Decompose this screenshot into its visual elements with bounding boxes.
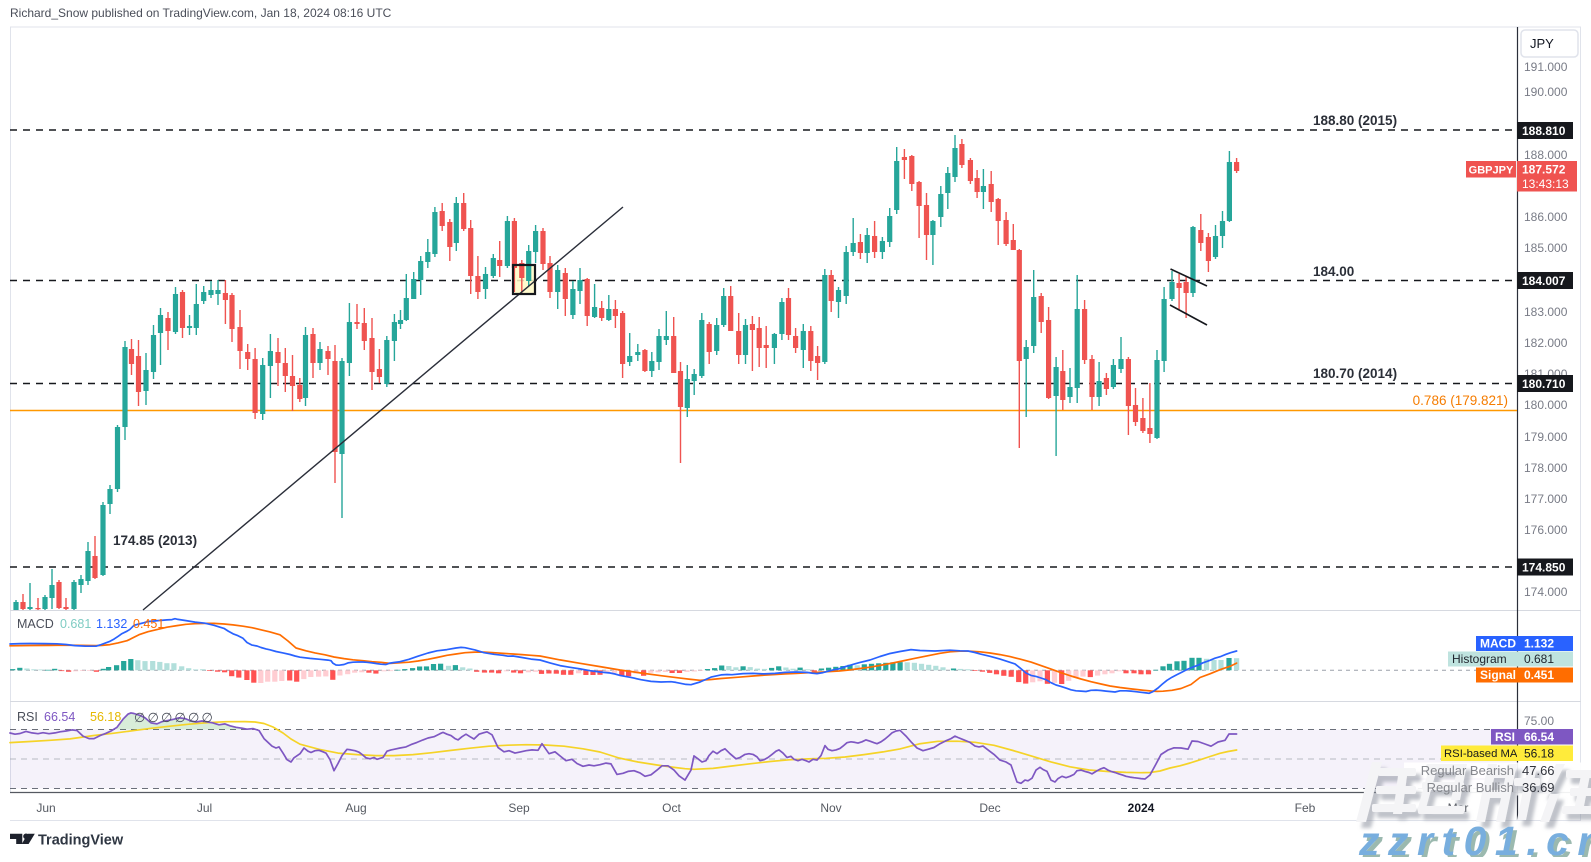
svg-text:177.000: 177.000 (1524, 492, 1568, 506)
svg-text:Richard_Snow published on Trad: Richard_Snow published on TradingView.co… (10, 6, 392, 20)
svg-text:188.000: 188.000 (1524, 148, 1568, 162)
svg-text:56.18: 56.18 (1524, 747, 1554, 761)
svg-text:13:43:13: 13:43:13 (1522, 177, 1569, 191)
svg-text:RSI: RSI (17, 710, 38, 724)
svg-text:Signal: Signal (1480, 668, 1516, 682)
svg-text:180.70 (2014): 180.70 (2014) (1313, 366, 1397, 381)
svg-text:1.132: 1.132 (1524, 637, 1554, 651)
svg-text:∅: ∅ (161, 710, 172, 725)
svg-text:MACD: MACD (17, 617, 54, 631)
svg-text:GBPJPY: GBPJPY (1469, 165, 1514, 177)
svg-text:∅: ∅ (134, 710, 145, 725)
svg-text:Feb: Feb (1295, 801, 1316, 815)
svg-text:∅: ∅ (188, 710, 199, 725)
svg-text:∅: ∅ (148, 710, 159, 725)
svg-text:Regular Bullish: Regular Bullish (1427, 780, 1514, 795)
svg-text:47.66: 47.66 (1522, 763, 1555, 778)
svg-text:0.451: 0.451 (133, 617, 164, 631)
svg-text:180.000: 180.000 (1524, 398, 1568, 412)
svg-text:190.000: 190.000 (1524, 85, 1568, 99)
svg-text:180.710: 180.710 (1522, 377, 1566, 391)
svg-text:Dec: Dec (979, 801, 1000, 815)
svg-text:36.69: 36.69 (1522, 780, 1555, 795)
svg-text:176.000: 176.000 (1524, 523, 1568, 537)
svg-text:∅: ∅ (202, 710, 213, 725)
svg-text:∅: ∅ (175, 710, 186, 725)
svg-text:186.000: 186.000 (1524, 210, 1568, 224)
svg-text:188.810: 188.810 (1522, 124, 1566, 138)
svg-text:RSI-based MA: RSI-based MA (1444, 748, 1518, 760)
svg-text:179.000: 179.000 (1524, 430, 1568, 444)
svg-text:174.000: 174.000 (1524, 585, 1568, 599)
svg-text:187.572: 187.572 (1522, 163, 1566, 177)
svg-text:zzrt01.cn: zzrt01.cn (1358, 818, 1591, 857)
svg-text:184.007: 184.007 (1522, 274, 1566, 288)
svg-text:Sep: Sep (508, 801, 530, 815)
svg-text:174.85 (2013): 174.85 (2013) (113, 533, 197, 548)
svg-text:66.54: 66.54 (1524, 730, 1554, 744)
svg-text:174.850: 174.850 (1522, 561, 1566, 575)
svg-text:183.000: 183.000 (1524, 305, 1568, 319)
svg-text:RSI: RSI (1495, 730, 1515, 744)
svg-text:1.132: 1.132 (96, 617, 127, 631)
svg-text:178.000: 178.000 (1524, 461, 1568, 475)
svg-text:182.000: 182.000 (1524, 336, 1568, 350)
svg-text:75.00: 75.00 (1524, 714, 1554, 728)
svg-text:66.54: 66.54 (44, 710, 75, 724)
svg-text:0.786 (179.821): 0.786 (179.821) (1413, 393, 1508, 408)
svg-text:Jul: Jul (197, 801, 212, 815)
svg-text:0.681: 0.681 (1524, 652, 1554, 666)
svg-text:0.681: 0.681 (60, 617, 91, 631)
svg-text:0.451: 0.451 (1524, 668, 1554, 682)
svg-text:Oct: Oct (662, 801, 681, 815)
svg-text:Nov: Nov (820, 801, 841, 815)
svg-text:191.000: 191.000 (1524, 60, 1568, 74)
svg-text:Aug: Aug (345, 801, 366, 815)
svg-text:MACD: MACD (1480, 637, 1516, 651)
svg-text:Regular Bearish: Regular Bearish (1421, 763, 1514, 778)
svg-text:184.00: 184.00 (1313, 264, 1354, 279)
svg-text:188.80 (2015): 188.80 (2015) (1313, 113, 1397, 128)
svg-text:2024: 2024 (1128, 801, 1155, 815)
svg-text:185.000: 185.000 (1524, 241, 1568, 255)
svg-text:Histogram: Histogram (1452, 652, 1507, 666)
svg-text:JPY: JPY (1530, 36, 1554, 51)
svg-text:56.18: 56.18 (90, 710, 121, 724)
svg-text:Jun: Jun (36, 801, 55, 815)
svg-text:TradingView: TradingView (38, 833, 124, 849)
